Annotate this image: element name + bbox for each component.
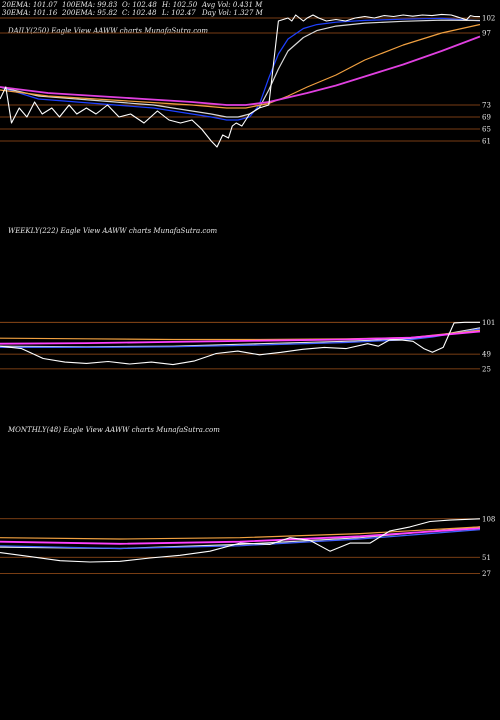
daily-price-label: 69	[482, 114, 491, 122]
weekly-panel-title: WEEKLY(222) Eagle View AAWW charts Munaf…	[8, 227, 218, 235]
daily-price-line	[0, 13, 481, 148]
weekly-ema-magenta-line	[0, 330, 481, 345]
weekly-panel: 101 49 25	[0, 319, 495, 373]
daily-panel: 102 97 73 69 65 61	[0, 13, 495, 148]
header-high: H: 102.50	[161, 1, 198, 9]
header-100ema: 100EMA: 99.83	[62, 1, 118, 9]
header-close: C: 102.48	[122, 9, 157, 17]
weekly-price-label: 25	[482, 365, 491, 373]
header-day-vol: Day Vol: 1.327 M	[201, 9, 264, 17]
weekly-ema-blue-line	[0, 328, 481, 348]
header-30ema: 30EMA: 101.16	[2, 9, 58, 17]
daily-100ema-line	[0, 23, 481, 109]
header-open: O: 102.48	[122, 1, 157, 9]
monthly-ema-blue-line	[0, 529, 481, 550]
daily-200ema-line	[0, 35, 481, 106]
monthly-price-label: 27	[482, 570, 491, 578]
daily-price-label: 97	[482, 30, 491, 38]
daily-price-label: 73	[482, 102, 491, 110]
monthly-panel-title: MONTHLY(48) Eagle View AAWW charts Munaf…	[7, 426, 220, 434]
header-200ema: 200EMA: 95.82	[61, 9, 118, 17]
daily-price-label: 65	[482, 126, 491, 134]
daily-price-label: 102	[482, 15, 495, 23]
weekly-price-line	[0, 321, 480, 366]
monthly-price-label: 108	[482, 515, 495, 523]
monthly-price-line	[0, 518, 481, 563]
monthly-price-label: 51	[482, 554, 491, 562]
weekly-price-label: 49	[482, 351, 491, 359]
monthly-ema-magenta-line	[0, 527, 481, 545]
header-avg-vol: Avg Vol: 0.431 M	[201, 1, 263, 9]
daily-panel-title: DAILY(250) Eagle View AAWW charts Munafa…	[7, 27, 208, 35]
daily-price-label: 61	[482, 138, 491, 146]
weekly-price-label: 101	[482, 319, 495, 327]
header-low: L: 102.47	[161, 9, 196, 17]
monthly-panel: 108 51 27	[0, 515, 495, 578]
monthly-ema-orange-line	[0, 526, 481, 540]
header-20ema: 20EMA: 101.07	[1, 1, 58, 9]
